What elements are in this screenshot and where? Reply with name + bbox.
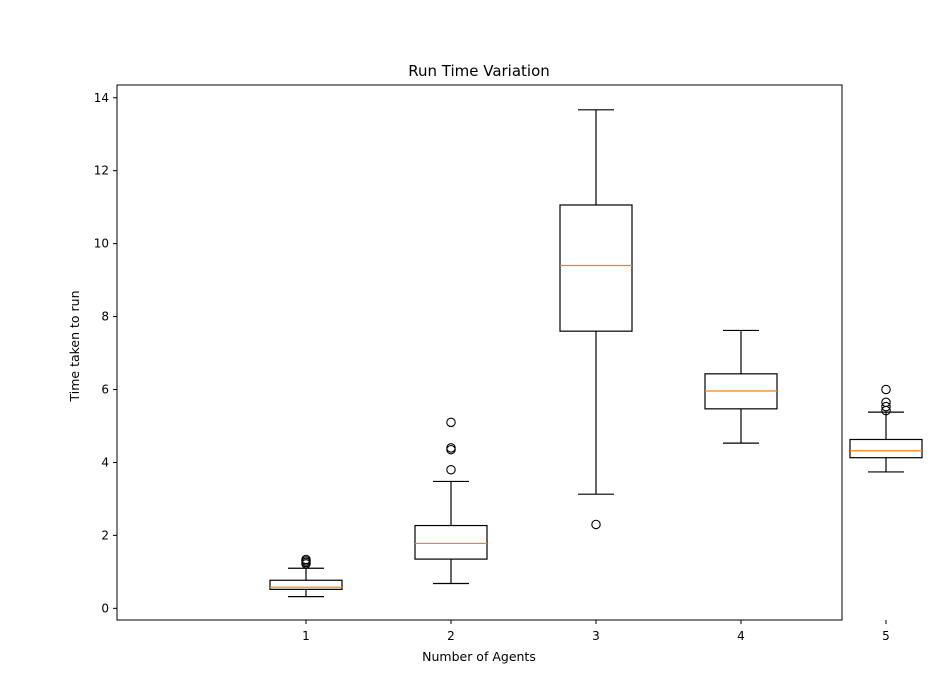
y-tick-label: 0: [101, 601, 109, 615]
x-axis-label: Number of Agents: [422, 649, 536, 664]
x-tick-label: 3: [592, 629, 600, 643]
box-iqr: [414, 524, 488, 560]
flier-point: [881, 384, 891, 395]
box-iqr: [849, 438, 923, 459]
flier-point: [446, 444, 456, 455]
x-tick-label: 4: [737, 629, 745, 643]
x-tick-label: 2: [447, 629, 455, 643]
flier-point: [446, 417, 456, 428]
plot-frame: [116, 84, 843, 621]
y-tick-label: 14: [94, 91, 109, 105]
y-axis-label: Time taken to run: [67, 290, 82, 402]
y-tick-label: 6: [101, 383, 109, 397]
flier-point: [591, 519, 601, 530]
x-tick-label: 1: [302, 629, 310, 643]
y-tick-label: 4: [101, 455, 109, 469]
box-iqr: [269, 579, 343, 590]
box-iqr: [559, 204, 633, 332]
chart-title: Run Time Variation: [408, 62, 550, 80]
y-tick-label: 2: [101, 528, 109, 542]
y-tick-label: 10: [94, 237, 109, 251]
y-tick-label: 12: [94, 164, 109, 178]
y-tick-label: 8: [101, 310, 109, 324]
flier-point: [446, 443, 456, 453]
flier-point: [446, 464, 456, 475]
flier-point: [881, 401, 891, 412]
flier-point: [301, 554, 311, 565]
x-tick-label: 5: [882, 629, 890, 643]
flier-point: [881, 397, 891, 408]
